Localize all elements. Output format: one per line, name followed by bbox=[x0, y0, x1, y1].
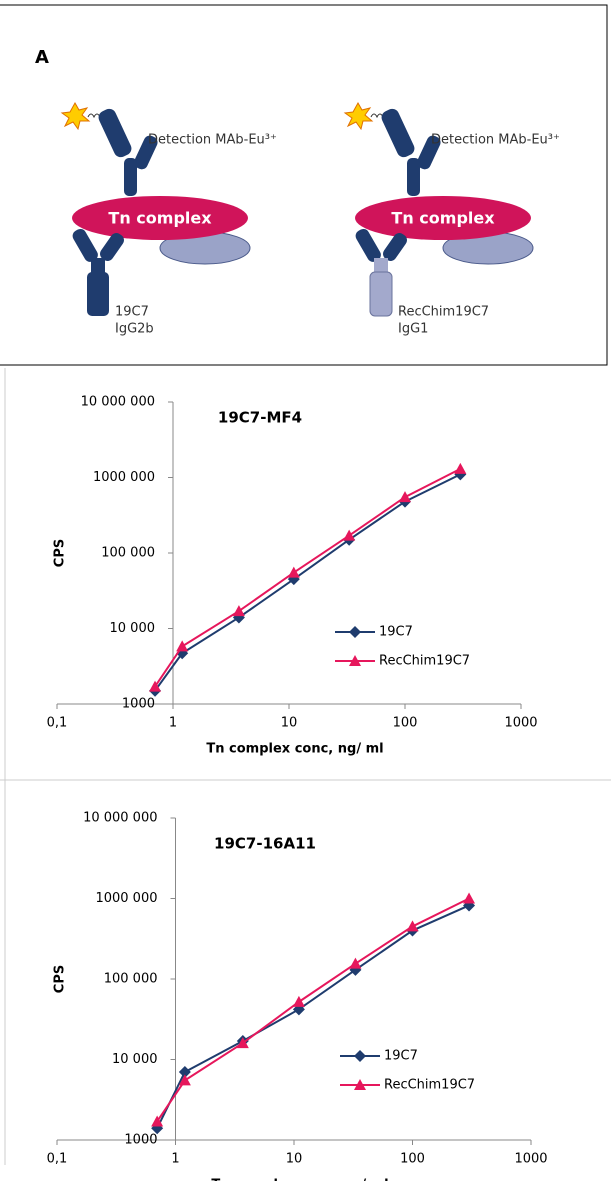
detection-arm bbox=[379, 107, 416, 160]
detection-label: Detection MAb-Eu³⁺ bbox=[431, 133, 560, 148]
legend-label: RecChim19C7 bbox=[384, 1078, 475, 1093]
y-tick-label: 1000 bbox=[122, 697, 155, 712]
y-axis-label: CPS bbox=[53, 965, 68, 993]
series-line bbox=[157, 905, 469, 1128]
marker bbox=[399, 491, 411, 502]
complex-label: Tn complex bbox=[108, 209, 212, 228]
isotype-label: IgG2b bbox=[115, 322, 154, 337]
marker bbox=[407, 920, 419, 931]
europium-star bbox=[62, 103, 89, 129]
marker bbox=[349, 958, 361, 969]
x-tick-label: 10 bbox=[286, 1152, 303, 1167]
y-tick-label: 10 000 000 bbox=[83, 811, 157, 826]
x-tick-label: 0,1 bbox=[47, 1152, 68, 1167]
x-tick-label: 1000 bbox=[504, 716, 537, 731]
x-axis-label: Tn complex conc, ng/ ml bbox=[206, 742, 383, 757]
x-axis-label: Tn complex conc, ng/ ml bbox=[211, 1178, 388, 1181]
marker bbox=[463, 893, 475, 904]
y-tick-label: 100 000 bbox=[104, 972, 158, 987]
figure: A Detection MAb-Eu³⁺ Tn complex 19C7 IgG… bbox=[0, 0, 611, 1181]
isotype-label: IgG1 bbox=[398, 322, 428, 337]
y-tick-label: 1000 bbox=[124, 1133, 157, 1148]
complex-label: Tn complex bbox=[391, 209, 495, 228]
marker bbox=[293, 996, 305, 1007]
antibody-label: RecChim19C7 bbox=[398, 305, 489, 320]
x-tick-label: 100 bbox=[400, 1152, 425, 1167]
x-tick-label: 1000 bbox=[514, 1152, 547, 1167]
chart-title: 19C7-MF4 bbox=[218, 409, 302, 427]
y-tick-label: 10 000 000 bbox=[81, 395, 155, 410]
x-tick-label: 0,1 bbox=[47, 716, 68, 731]
y-tick-label: 1000 000 bbox=[95, 891, 157, 906]
capture-stem bbox=[87, 272, 109, 316]
x-tick-label: 1 bbox=[171, 1152, 179, 1167]
marker bbox=[454, 463, 466, 474]
europium-star bbox=[345, 103, 372, 129]
y-tick-label: 100 000 bbox=[101, 546, 155, 561]
detection-arm bbox=[96, 107, 133, 160]
marker bbox=[176, 640, 188, 651]
y-tick-label: 10 000 bbox=[112, 1052, 158, 1067]
legend-label: 19C7 bbox=[384, 1049, 418, 1064]
marker bbox=[288, 567, 300, 578]
legend-label: 19C7 bbox=[379, 625, 413, 640]
y-tick-label: 10 000 bbox=[110, 621, 156, 636]
x-tick-label: 1 bbox=[169, 716, 177, 731]
marker bbox=[233, 605, 245, 616]
legend-marker bbox=[349, 626, 361, 638]
assay-right: Detection MAb-Eu³⁺ Tn complex RecChim19C… bbox=[345, 103, 560, 337]
page: {"panel_a": {"label": "A", "left": {"det… bbox=[0, 0, 611, 1181]
chart-title: 19C7-16A11 bbox=[214, 835, 316, 853]
detection-label: Detection MAb-Eu³⁺ bbox=[148, 133, 277, 148]
x-tick-label: 100 bbox=[393, 716, 418, 731]
legend-marker bbox=[354, 1050, 366, 1062]
capture-stem bbox=[370, 272, 392, 316]
antibody-label: 19C7 bbox=[115, 305, 149, 320]
panel-label: A bbox=[35, 47, 49, 68]
marker bbox=[343, 530, 355, 541]
legend-label: RecChim19C7 bbox=[379, 654, 470, 669]
assay-left: Detection MAb-Eu³⁺ Tn complex 19C7 IgG2b bbox=[62, 103, 277, 337]
detection-stem bbox=[407, 158, 420, 196]
y-tick-label: 1000 000 bbox=[93, 470, 155, 485]
detection-stem bbox=[124, 158, 137, 196]
x-tick-label: 10 bbox=[281, 716, 298, 731]
y-axis-label: CPS bbox=[53, 539, 68, 567]
